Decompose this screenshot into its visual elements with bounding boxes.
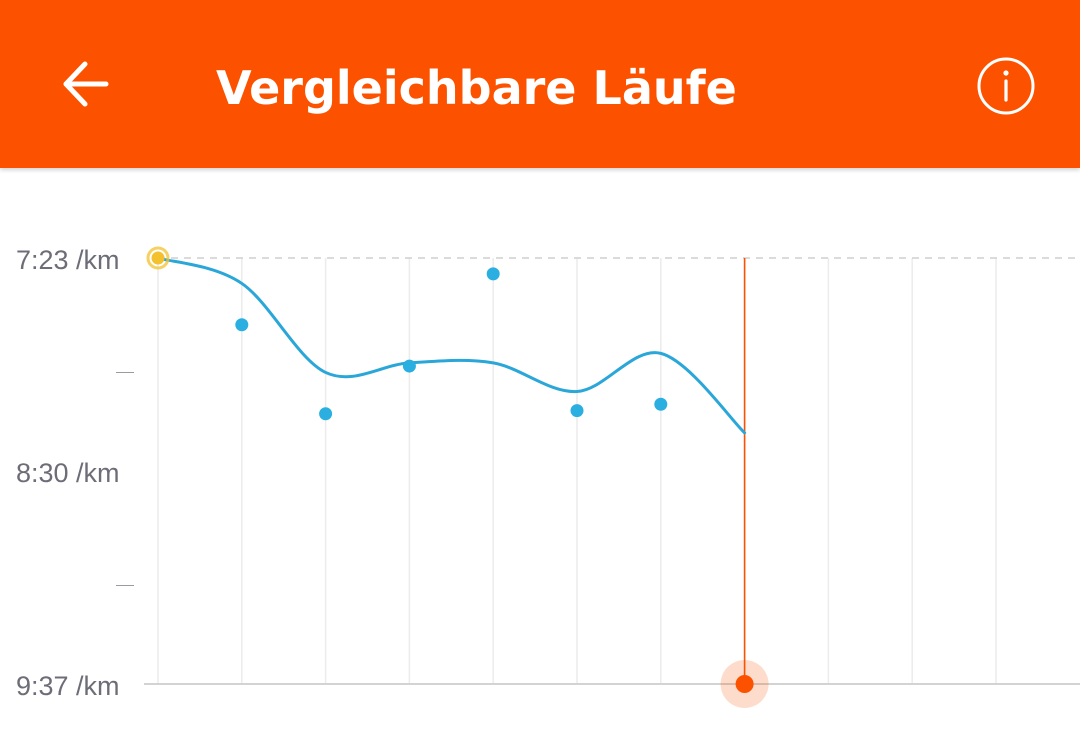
run-point [654,397,668,411]
info-circle-icon [977,57,1035,115]
page-title: Vergleichbare Läufe [216,61,737,115]
pace-chart-svg [144,246,1080,708]
arrow-left-icon [63,61,109,107]
trend-line [156,256,747,435]
back-button[interactable] [52,52,116,116]
y-tick-minor [116,371,134,373]
y-tick-label: 9:37 /km [16,671,120,701]
run-point [486,267,500,281]
selected-run-point [735,675,754,693]
run-point [319,407,333,421]
run-point [570,404,584,418]
app-header: Vergleichbare Läufe [0,0,1080,168]
y-tick-minor [116,584,134,586]
comparable-runs-chart: 7:23 /km 8:30 /km 9:37 /km [0,168,1080,750]
run-point [235,318,249,332]
info-button[interactable] [974,54,1038,118]
first-run-halo [146,246,170,270]
y-tick-label: 7:23 /km [16,245,120,275]
first-run-point [151,251,165,265]
run-point [402,359,416,373]
y-tick-label: 8:30 /km [16,458,120,488]
